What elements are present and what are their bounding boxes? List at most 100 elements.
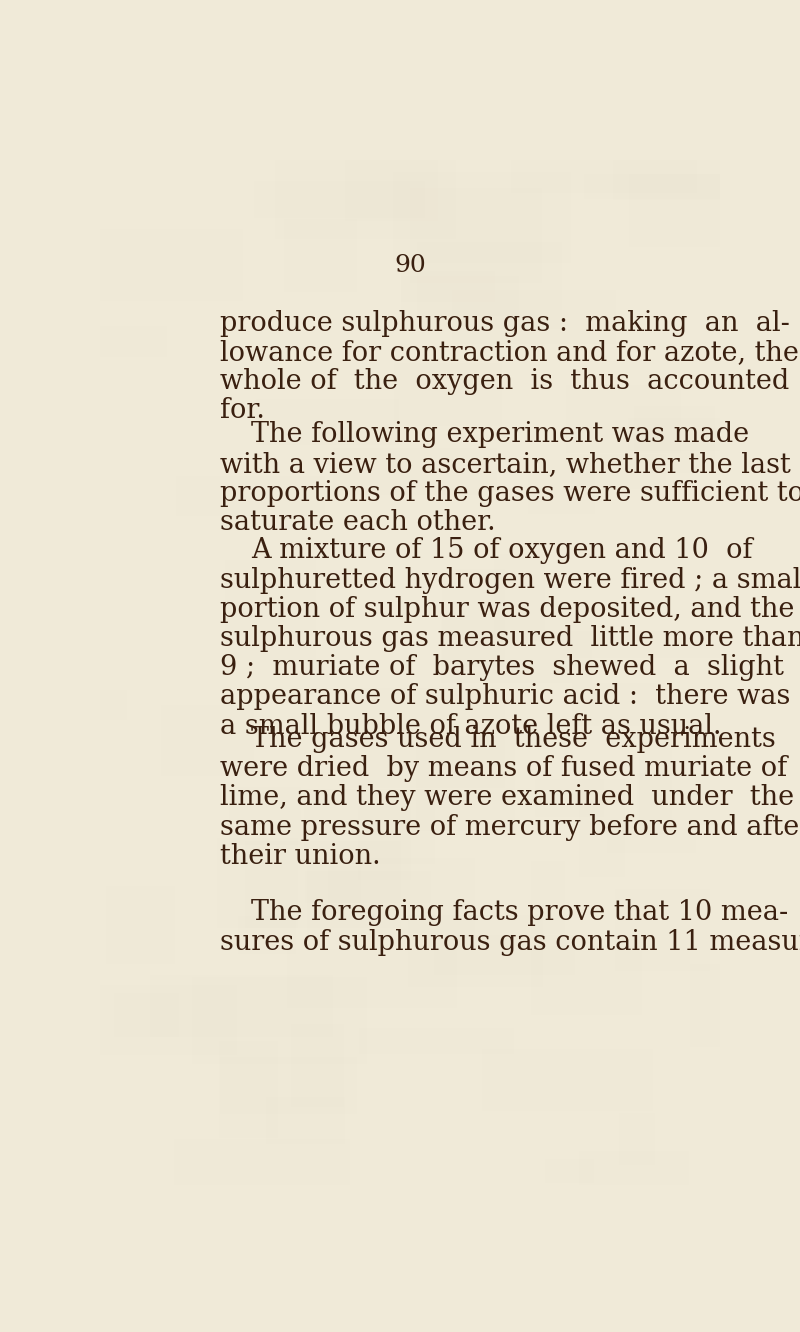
Bar <box>175 476 325 515</box>
Bar <box>192 976 367 1063</box>
Bar <box>527 461 595 514</box>
Bar <box>291 1024 344 1107</box>
Bar <box>302 562 422 642</box>
Bar <box>571 454 666 489</box>
Bar <box>80 326 166 357</box>
Bar <box>218 151 319 240</box>
Bar <box>230 787 301 844</box>
Text: proportions of the gases were sufficient to: proportions of the gases were sufficient… <box>220 480 800 507</box>
Bar <box>217 838 298 927</box>
Text: their union.: their union. <box>220 843 381 870</box>
Bar <box>452 290 616 344</box>
Bar <box>219 1040 278 1138</box>
Bar <box>214 1116 339 1179</box>
Bar <box>416 735 515 831</box>
Bar <box>161 787 210 884</box>
Bar <box>299 438 369 486</box>
Bar <box>607 825 697 852</box>
Text: were dried  by means of fused muriate of: were dried by means of fused muriate of <box>220 755 787 782</box>
Text: sulphuretted hydrogen were fired ; a small: sulphuretted hydrogen were fired ; a sma… <box>220 566 800 594</box>
Bar <box>333 448 497 496</box>
Bar <box>223 334 361 368</box>
Bar <box>161 705 254 777</box>
Text: whole of  the  oxygen  is  thus  accounted: whole of the oxygen is thus accounted <box>220 368 790 396</box>
Text: The following experiment was made: The following experiment was made <box>251 421 750 449</box>
Bar <box>275 149 456 240</box>
Bar <box>174 1139 350 1200</box>
Bar <box>266 1096 345 1144</box>
Text: portion of sulphur was deposited, and the: portion of sulphur was deposited, and th… <box>220 595 794 623</box>
Bar <box>629 174 749 246</box>
Bar <box>238 916 295 954</box>
Bar <box>225 559 315 659</box>
Bar <box>690 964 724 1047</box>
Bar <box>627 418 751 452</box>
Bar <box>287 948 458 1008</box>
Bar <box>410 188 542 284</box>
Bar <box>572 683 667 726</box>
Bar <box>509 565 554 637</box>
Bar <box>359 1027 514 1054</box>
Text: with a view to ascertain, whether the last: with a view to ascertain, whether the la… <box>220 450 791 478</box>
Bar <box>307 858 475 939</box>
Bar <box>530 860 566 934</box>
Bar <box>166 884 271 935</box>
Bar <box>358 806 411 880</box>
Bar <box>73 229 243 301</box>
Bar <box>401 276 519 316</box>
Bar <box>418 242 562 329</box>
Bar <box>220 1058 358 1114</box>
Bar <box>578 1151 689 1205</box>
Bar <box>393 172 570 264</box>
Bar <box>506 674 538 773</box>
Bar <box>174 908 355 962</box>
Bar <box>401 270 494 302</box>
Text: The gases used in  these  experiments: The gases used in these experiments <box>251 726 776 753</box>
Text: sulphurous gas measured  little more than: sulphurous gas measured little more than <box>220 625 800 651</box>
Bar <box>434 935 575 975</box>
Text: 90: 90 <box>394 254 426 277</box>
Bar <box>245 840 401 928</box>
Bar <box>328 866 362 903</box>
Text: same pressure of mercury before and after: same pressure of mercury before and afte… <box>220 814 800 840</box>
Bar <box>579 779 625 876</box>
Text: appearance of sulphuric acid :  there was: appearance of sulphuric acid : there was <box>220 683 790 710</box>
Text: a small bubble of azote left as usual.: a small bubble of azote left as usual. <box>220 713 722 739</box>
Bar <box>535 779 603 817</box>
Bar <box>509 482 664 577</box>
Bar <box>131 422 174 510</box>
Text: for.: for. <box>220 397 265 425</box>
Text: lime, and they were examined  under  the: lime, and they were examined under the <box>220 785 794 811</box>
Bar <box>86 1162 214 1199</box>
Bar <box>441 621 592 683</box>
Bar <box>394 364 502 426</box>
Bar <box>284 218 358 292</box>
Bar <box>615 888 710 971</box>
Bar <box>494 590 621 645</box>
Text: saturate each other.: saturate each other. <box>220 509 496 535</box>
Bar <box>408 915 543 987</box>
Bar <box>546 1159 594 1183</box>
Bar <box>443 240 482 282</box>
Bar <box>586 950 646 986</box>
Text: produce sulphurous gas :  making  an  al-: produce sulphurous gas : making an al- <box>220 309 790 337</box>
Text: lowance for contraction and for azote, the: lowance for contraction and for azote, t… <box>220 338 799 366</box>
Bar <box>114 992 179 1038</box>
Bar <box>546 1140 702 1183</box>
Bar <box>570 990 662 1026</box>
Bar <box>614 148 761 200</box>
Bar <box>622 710 744 806</box>
Bar <box>87 690 127 719</box>
Bar <box>511 127 697 193</box>
Bar <box>304 789 435 864</box>
Bar <box>150 975 334 1038</box>
Bar <box>335 915 431 1008</box>
Bar <box>442 569 506 666</box>
Bar <box>358 900 479 992</box>
Text: The foregoing facts prove that 10 mea-: The foregoing facts prove that 10 mea- <box>251 899 789 926</box>
Bar <box>494 554 546 641</box>
Bar <box>246 502 382 567</box>
Bar <box>212 982 395 1071</box>
Bar <box>566 385 681 453</box>
Bar <box>585 173 770 198</box>
